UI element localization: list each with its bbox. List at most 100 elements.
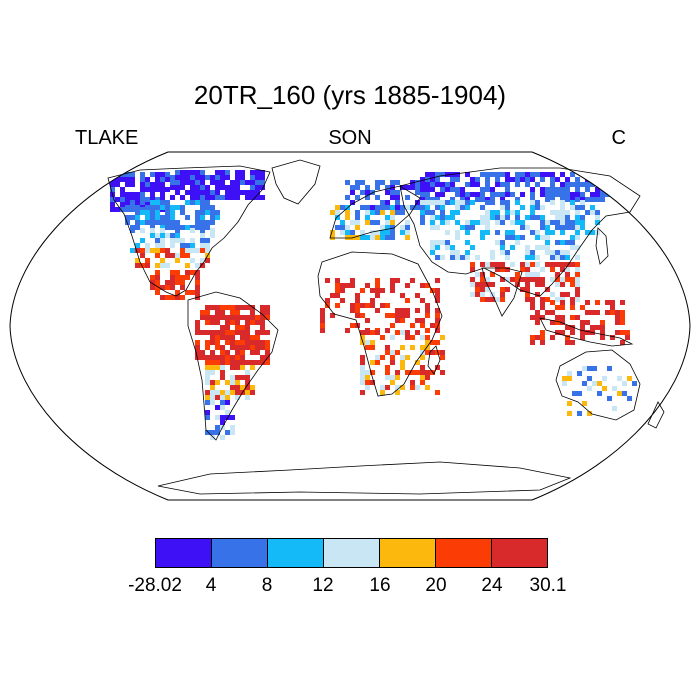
data-cell — [370, 330, 375, 335]
data-cell — [260, 320, 265, 325]
data-cell — [230, 330, 235, 335]
data-cell — [550, 197, 555, 202]
data-cell — [220, 370, 225, 375]
data-cell — [195, 263, 200, 268]
data-cell — [420, 192, 425, 197]
data-cell — [430, 350, 435, 355]
data-cell — [205, 225, 210, 230]
data-cell — [435, 205, 440, 210]
data-cell — [235, 320, 240, 325]
data-cell — [135, 225, 140, 230]
data-cell — [435, 215, 440, 220]
data-cell — [590, 182, 595, 187]
data-cell — [180, 253, 185, 258]
data-cell — [360, 190, 365, 195]
data-cell — [180, 238, 185, 243]
data-cell — [405, 308, 410, 313]
data-cell — [215, 415, 220, 420]
data-cell — [325, 298, 330, 303]
data-cell — [205, 243, 210, 248]
data-cell — [555, 272, 560, 277]
data-cell — [515, 220, 520, 225]
data-cell — [160, 192, 165, 197]
data-cell — [420, 335, 425, 340]
data-cell — [560, 305, 565, 310]
data-cell — [415, 205, 420, 210]
data-cell — [205, 238, 210, 243]
data-cell — [235, 375, 240, 380]
data-cell — [575, 205, 580, 210]
data-cell — [195, 180, 200, 185]
data-cell — [595, 310, 600, 315]
data-cell — [160, 243, 165, 248]
data-cell — [595, 192, 600, 197]
data-cell — [410, 278, 415, 283]
data-cell — [590, 205, 595, 210]
data-cell — [600, 335, 605, 340]
data-cell — [375, 205, 380, 210]
data-cell — [495, 230, 500, 235]
data-cell — [630, 182, 635, 187]
data-cell — [430, 172, 435, 177]
data-cell — [210, 220, 215, 225]
data-cell — [395, 350, 400, 355]
data-cell — [555, 215, 560, 220]
data-cell — [455, 230, 460, 235]
data-cell — [585, 230, 590, 235]
data-cell — [615, 330, 620, 335]
data-cell — [607, 366, 612, 371]
data-cell — [205, 345, 210, 350]
data-cell — [185, 200, 190, 205]
data-cell — [360, 360, 365, 365]
data-cell — [245, 305, 250, 310]
data-cell — [170, 270, 175, 275]
data-cell — [410, 345, 415, 350]
data-cell — [495, 192, 500, 197]
data-cell — [565, 262, 570, 267]
data-cell — [570, 277, 575, 282]
data-cell — [185, 263, 190, 268]
data-cell — [570, 262, 575, 267]
data-cell — [565, 177, 570, 182]
data-cell — [560, 192, 565, 197]
data-cell — [567, 411, 572, 416]
data-cell — [560, 297, 565, 302]
data-cell — [565, 292, 570, 297]
data-cell — [525, 255, 530, 260]
data-cell — [465, 240, 470, 245]
data-cell — [540, 235, 545, 240]
data-cell — [155, 197, 160, 202]
data-cell — [200, 243, 205, 248]
data-cell — [360, 375, 365, 380]
data-cell — [575, 187, 580, 192]
data-cell — [255, 195, 260, 200]
data-cell — [570, 197, 575, 202]
data-cell — [390, 235, 395, 240]
data-cell — [465, 255, 470, 260]
data-cell — [540, 225, 545, 230]
data-cell — [330, 313, 335, 318]
data-cell — [425, 192, 430, 197]
data-cell — [580, 197, 585, 202]
data-cell — [475, 255, 480, 260]
data-cell — [620, 177, 625, 182]
data-cell — [160, 182, 165, 187]
data-cell — [545, 172, 550, 177]
data-cell — [365, 303, 370, 308]
data-cell — [560, 210, 565, 215]
data-cell — [475, 272, 480, 277]
data-cell — [500, 287, 505, 292]
data-cell — [365, 345, 370, 350]
data-cell — [440, 192, 445, 197]
data-cell — [535, 262, 540, 267]
data-cell — [395, 180, 400, 185]
data-cell — [420, 318, 425, 323]
data-cell — [445, 245, 450, 250]
data-cell — [570, 220, 575, 225]
data-cell — [420, 365, 425, 370]
data-cell — [600, 320, 605, 325]
data-cell — [420, 187, 425, 192]
data-cell — [195, 248, 200, 253]
data-cell — [170, 225, 175, 230]
data-cell — [500, 182, 505, 187]
